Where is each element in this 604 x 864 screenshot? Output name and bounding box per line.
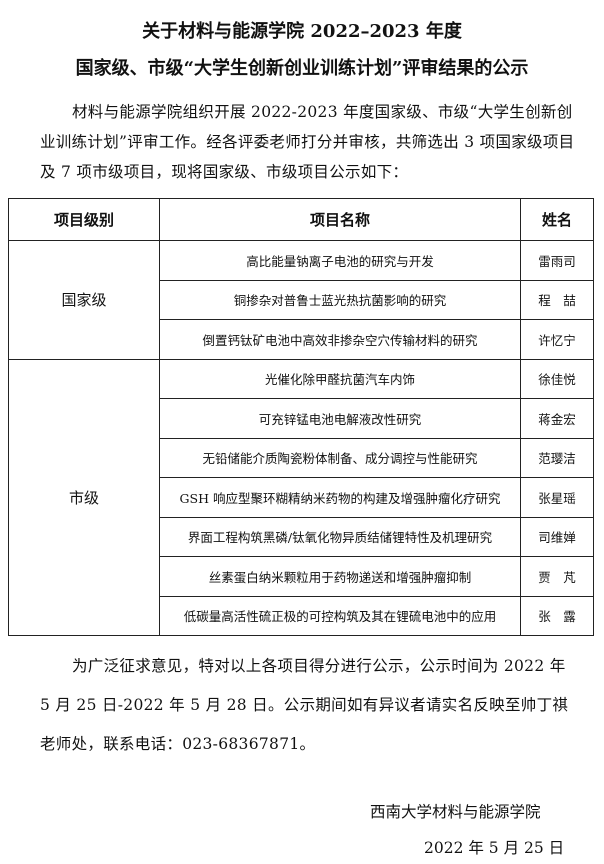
project-name-cell: 可充锌锰电池电解液改性研究: [159, 398, 521, 439]
person-cell: 蒋金宏: [520, 398, 594, 439]
project-table: 项目级别 项目名称 姓名 国家级 高比能量钠离子电池的研究与开发 雷雨司 铜掺杂对普鲁…: [8, 198, 594, 636]
project-name-cell: 倒置钙钛矿电池中高效非掺杂空穴传输材料的研究: [159, 319, 521, 360]
closing-paragraph: 为广泛征求意见，特对以上各项目得分进行公示，公示时间为 2022 年 5 月 2…: [40, 657, 569, 753]
signature-org: 西南大学材料与能源学院: [370, 803, 541, 821]
signature-date: 2022 年 5 月 25 日: [424, 839, 565, 857]
title-line-1: 关于材料与能源学院 2022–2023 年度: [142, 21, 462, 42]
person-cell: 张 露: [520, 595, 594, 636]
intro-paragraph: 材料与能源学院组织开展 2022-2023 年度国家级、市级“大学生创新创业训练…: [40, 103, 575, 181]
level-cell: 国家级: [8, 240, 160, 360]
project-name-cell: 低碳量高活性硫正极的可控构筑及其在锂硫电池中的应用: [159, 595, 521, 636]
person-cell: 司维婵: [520, 516, 594, 557]
level-cell: 市级: [8, 358, 160, 636]
person-cell: 徐佳悦: [520, 358, 594, 399]
table-row: 低碳量高活性硫正极的可控构筑及其在锂硫电池中的应用张 露: [9, 595, 594, 636]
person-cell: 程 喆: [520, 279, 594, 320]
project-name-cell: 界面工程构筑黑磷/钛氧化物异质结储锂特性及机理研究: [159, 516, 521, 557]
table-row: 无铅储能介质陶瓷粉体制备、成分调控与性能研究 范璎洁: [9, 437, 594, 478]
header-project: 项目名称: [159, 198, 521, 241]
person-cell: 范璎洁: [520, 437, 594, 478]
header-level: 项目级别: [8, 198, 160, 241]
table-row: 倒置钙钛矿电池中高效非掺杂空穴传输材料的研究 许忆宁: [9, 319, 594, 360]
project-name-cell: GSH 响应型聚环糊精纳米药物的构建及增强肿瘤化疗研究: [159, 477, 521, 518]
title-line-2: 国家级、市级“大学生创新创业训练计划”评审结果的公示: [75, 58, 529, 79]
project-name-cell: 高比能量钠离子电池的研究与开发: [159, 240, 521, 281]
table-row: 界面工程构筑黑磷/钛氧化物异质结储锂特性及机理研究 司维婵: [9, 516, 594, 557]
table-row: 市级 光催化除甲醛抗菌汽车内饰 徐佳悦: [8, 358, 594, 636]
table-row: 国家级 高比能量钠离子电池的研究与开发 雷雨司: [8, 240, 594, 360]
project-name-cell: 无铅储能介质陶瓷粉体制备、成分调控与性能研究: [159, 437, 521, 478]
person-cell: 雷雨司: [520, 240, 594, 281]
project-name-cell: 铜掺杂对普鲁士蓝光热抗菌影响的研究: [159, 279, 521, 320]
header-person: 姓名: [520, 198, 594, 241]
person-cell: 张星瑶: [520, 477, 594, 518]
table-row: 可充锌锰电池电解液改性研究 蒋金宏: [9, 398, 594, 439]
table-row: 铜掺杂对普鲁士蓝光热抗菌影响的研究程 喆: [9, 279, 594, 320]
person-cell: 许忆宁: [520, 319, 594, 360]
table-row: GSH 响应型聚环糊精纳米药物的构建及增强肿瘤化疗研究 张星瑶: [9, 477, 594, 518]
table-row: 丝素蛋白纳米颗粒用于药物递送和增强肿瘤抑制贾 芃: [9, 556, 594, 597]
project-name-cell: 丝素蛋白纳米颗粒用于药物递送和增强肿瘤抑制: [159, 556, 521, 597]
project-name-cell: 光催化除甲醛抗菌汽车内饰: [159, 358, 521, 399]
person-cell: 贾 芃: [520, 556, 594, 597]
